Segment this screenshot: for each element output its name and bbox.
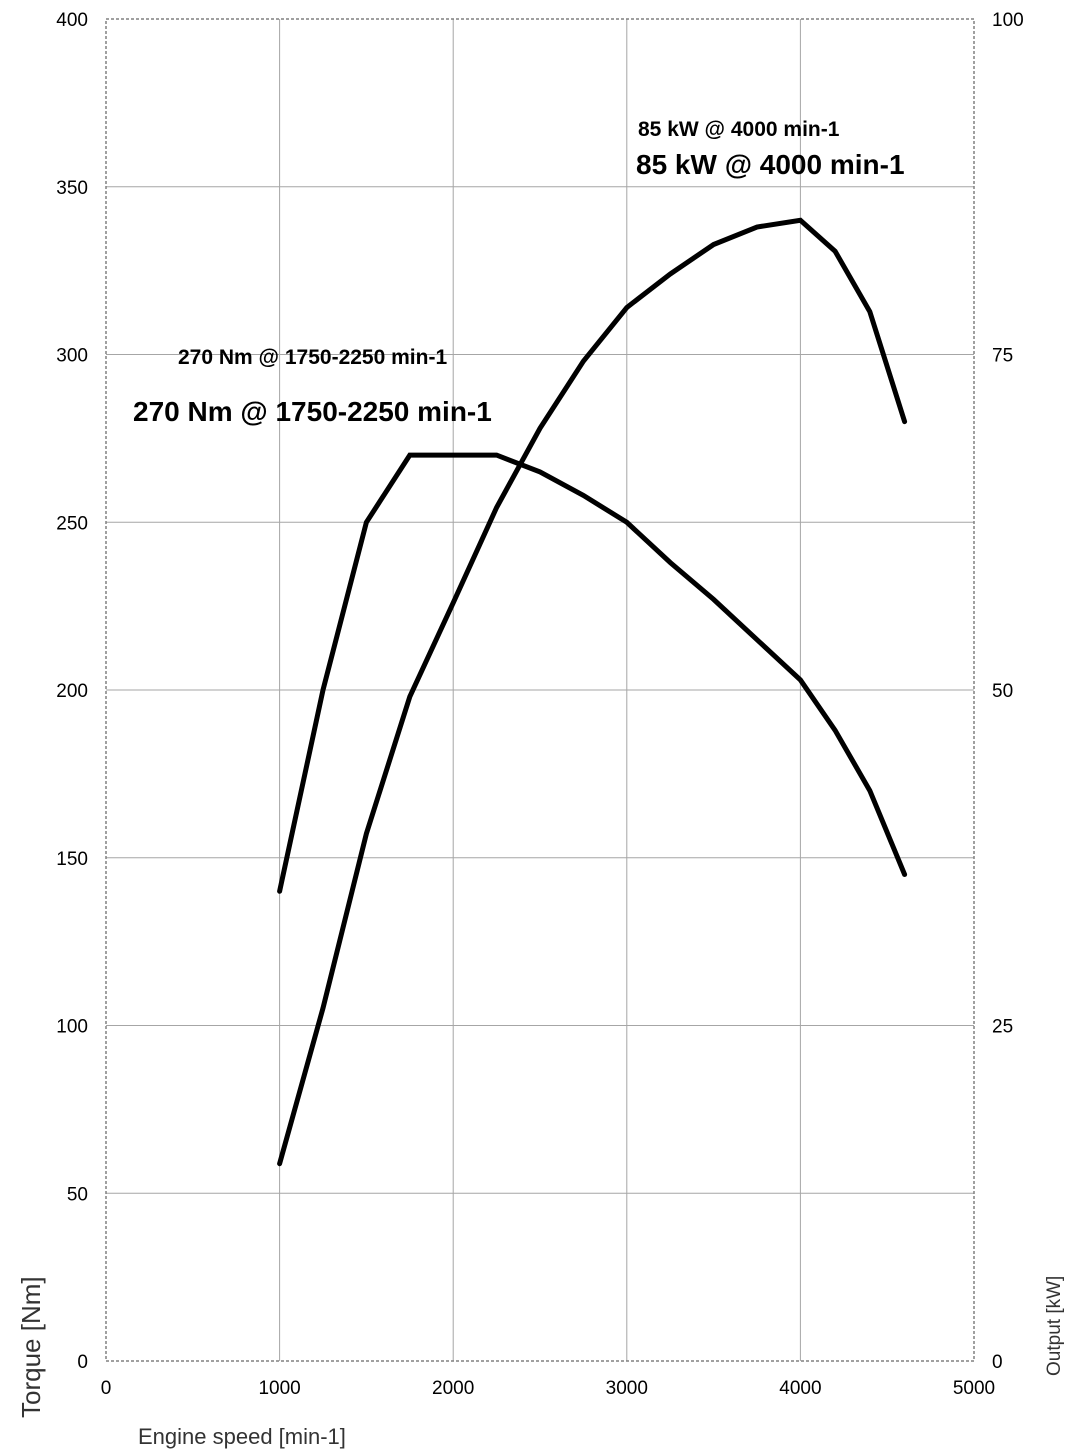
y2-tick-label: 0 bbox=[992, 1352, 1003, 1373]
x-tick-label: 2000 bbox=[432, 1378, 474, 1399]
tick-labels: 0 1000 2000 3000 4000 50000501001502002503003… bbox=[56, 10, 1023, 1399]
y2-tick-label: 25 bbox=[992, 1017, 1013, 1038]
y-tick-label: 300 bbox=[56, 346, 88, 367]
y2-tick-label: 100 bbox=[992, 10, 1024, 31]
y-tick-label: 350 bbox=[56, 178, 88, 199]
torque-curve bbox=[277, 452, 908, 894]
y2-axis-title: Output [kW] bbox=[1044, 1276, 1065, 1376]
y-tick-label: 0 bbox=[77, 1352, 88, 1373]
y-tick-label: 100 bbox=[56, 1017, 88, 1038]
output-curve bbox=[277, 217, 908, 1167]
y2-tick-label: 75 bbox=[992, 346, 1013, 367]
x-tick-label: 5000 bbox=[953, 1378, 995, 1399]
torque-peak-annotation-small: 270 Nm @ 1750-2250 min-1 bbox=[178, 346, 447, 369]
x-axis-title: Engine speed [min-1] bbox=[138, 1424, 346, 1449]
y2-tick-label: 50 bbox=[992, 681, 1013, 702]
torque-peak-annotation-large: 270 Nm @ 1750-2250 min-1 bbox=[133, 396, 492, 427]
grid-lines bbox=[106, 19, 974, 1361]
x-tick-label: 4000 bbox=[779, 1378, 821, 1399]
x-tick-label: 3000 bbox=[606, 1378, 648, 1399]
series-group bbox=[277, 217, 908, 1167]
x-tick-label: 0 bbox=[101, 1378, 112, 1399]
y-tick-label: 50 bbox=[67, 1184, 88, 1205]
power-peak-annotation-small: 85 kW @ 4000 min-1 bbox=[638, 118, 840, 141]
x-tick-label: 1000 bbox=[258, 1378, 300, 1399]
power-peak-annotation-large: 85 kW @ 4000 min-1 bbox=[636, 149, 905, 180]
y-tick-label: 150 bbox=[56, 849, 88, 870]
y-tick-label: 400 bbox=[56, 10, 88, 31]
y-axis-title: Torque [Nm] bbox=[16, 1276, 46, 1418]
y-tick-label: 200 bbox=[56, 681, 88, 702]
y-tick-label: 250 bbox=[56, 513, 88, 534]
